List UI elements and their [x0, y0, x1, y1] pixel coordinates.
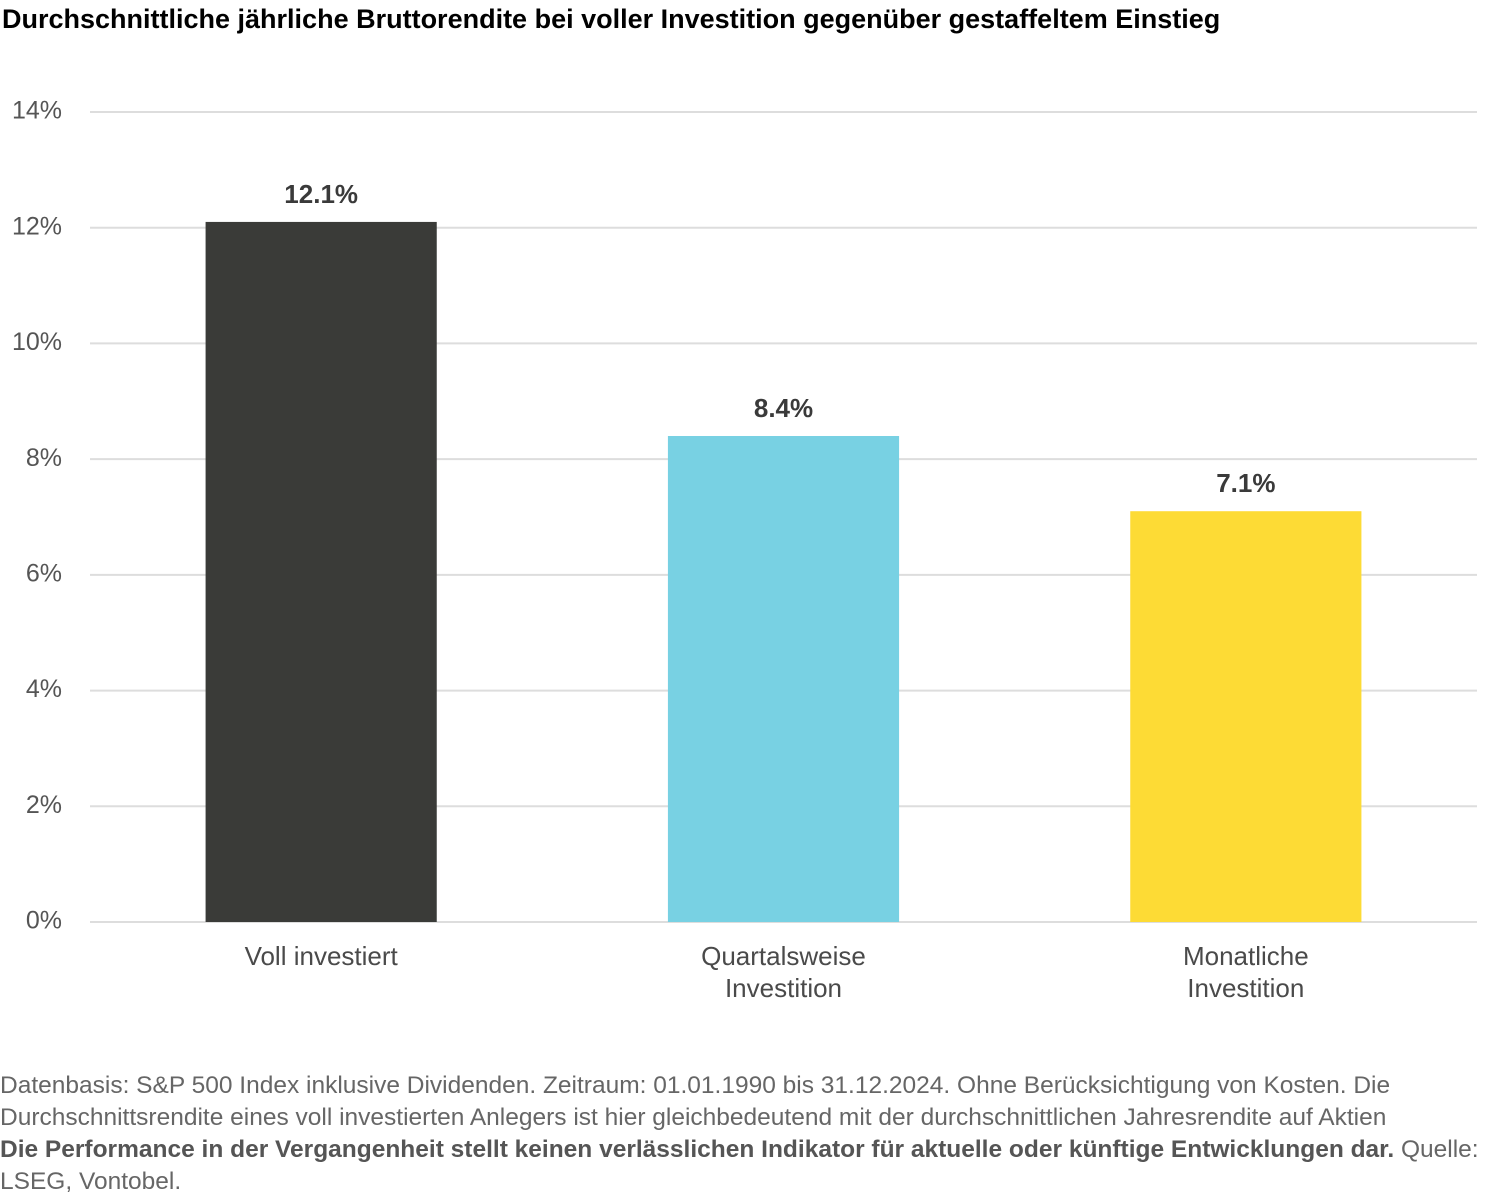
value-label: 7.1%	[1216, 468, 1275, 498]
value-label: 8.4%	[754, 393, 813, 423]
y-tick-label: 10%	[12, 328, 62, 356]
footnote-bold: Die Performance in der Vergangenheit ste…	[0, 1136, 1395, 1163]
bar	[1130, 511, 1362, 922]
bar	[205, 221, 437, 922]
y-tick-label: 12%	[12, 212, 62, 240]
value-label: 12.1%	[284, 179, 358, 209]
chart-title: Durchschnittliche jährliche Bruttorendit…	[2, 4, 1220, 34]
footnote-text: Datenbasis: S&P 500 Index inklusive Divi…	[0, 1072, 1391, 1131]
y-tick-label: 4%	[26, 675, 62, 703]
y-tick-label: 8%	[26, 444, 62, 472]
footnote: Datenbasis: S&P 500 Index inklusive Divi…	[0, 1070, 1495, 1197]
y-tick-label: 14%	[12, 97, 62, 125]
bar	[667, 436, 900, 922]
y-tick-label: 0%	[26, 907, 62, 935]
chart: Durchschnittliche jährliche Bruttorendit…	[2, 4, 1477, 935]
x-tick-label: Monatliche Investition	[1182, 941, 1309, 1003]
footnote-source: Quelle: LSEG, Vontobel.	[0, 1136, 1479, 1195]
x-tick-label: Voll investiert	[244, 941, 398, 971]
y-tick-label: 6%	[26, 559, 62, 587]
x-tick-label: Quartalsweise Investition	[701, 941, 866, 1003]
y-tick-label: 2%	[26, 791, 62, 819]
